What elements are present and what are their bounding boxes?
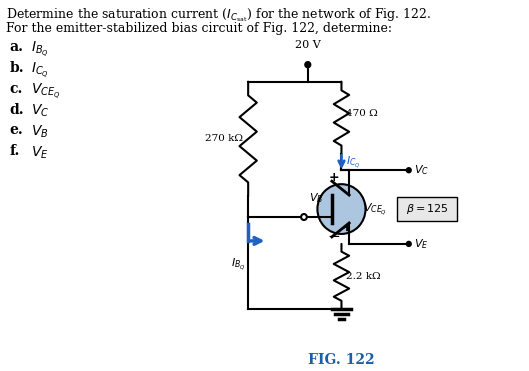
Text: 20 V: 20 V [295, 40, 321, 50]
Text: $V_B$: $V_B$ [31, 124, 48, 140]
Text: c.: c. [10, 82, 23, 96]
Text: +: + [329, 171, 339, 184]
Circle shape [406, 168, 411, 173]
Text: FIG. 122: FIG. 122 [308, 354, 375, 367]
Text: a.: a. [10, 40, 24, 54]
Circle shape [406, 242, 411, 246]
Text: b.: b. [10, 61, 24, 75]
Text: $V_C$: $V_C$ [31, 102, 49, 119]
Text: 2.2 kΩ: 2.2 kΩ [346, 272, 381, 281]
Text: $V_E$: $V_E$ [414, 237, 428, 251]
Text: $I_{B_Q}$: $I_{B_Q}$ [231, 257, 246, 272]
Circle shape [301, 214, 307, 220]
Circle shape [317, 184, 366, 234]
Text: Determine the saturation current ($I_{C_{\mathrm{sat}}}$) for the network of Fig: Determine the saturation current ($I_{C_… [6, 6, 431, 23]
Text: e.: e. [10, 124, 23, 137]
Text: $V_B$: $V_B$ [309, 191, 323, 205]
Text: f.: f. [10, 144, 20, 158]
Text: 470 Ω: 470 Ω [346, 109, 378, 118]
Text: $V_C$: $V_C$ [414, 163, 428, 177]
Circle shape [305, 62, 311, 68]
Text: $I_{C_Q}$: $I_{C_Q}$ [31, 61, 49, 80]
Text: $I_{C_Q}$: $I_{C_Q}$ [346, 154, 361, 170]
Text: For the emitter-stabilized bias circuit of Fig. 122, determine:: For the emitter-stabilized bias circuit … [6, 22, 392, 35]
Text: d.: d. [10, 102, 24, 116]
Text: $I_{B_Q}$: $I_{B_Q}$ [31, 40, 49, 59]
Text: $V_E$: $V_E$ [31, 144, 49, 161]
Text: $\beta=125$: $\beta=125$ [406, 202, 449, 216]
FancyBboxPatch shape [397, 197, 457, 221]
Text: −: − [327, 229, 340, 244]
Text: 270 kΩ: 270 kΩ [205, 134, 243, 143]
Text: $V_{CE_Q}$: $V_{CE_Q}$ [31, 82, 60, 101]
Text: $V_{CE_Q}$: $V_{CE_Q}$ [362, 201, 387, 217]
